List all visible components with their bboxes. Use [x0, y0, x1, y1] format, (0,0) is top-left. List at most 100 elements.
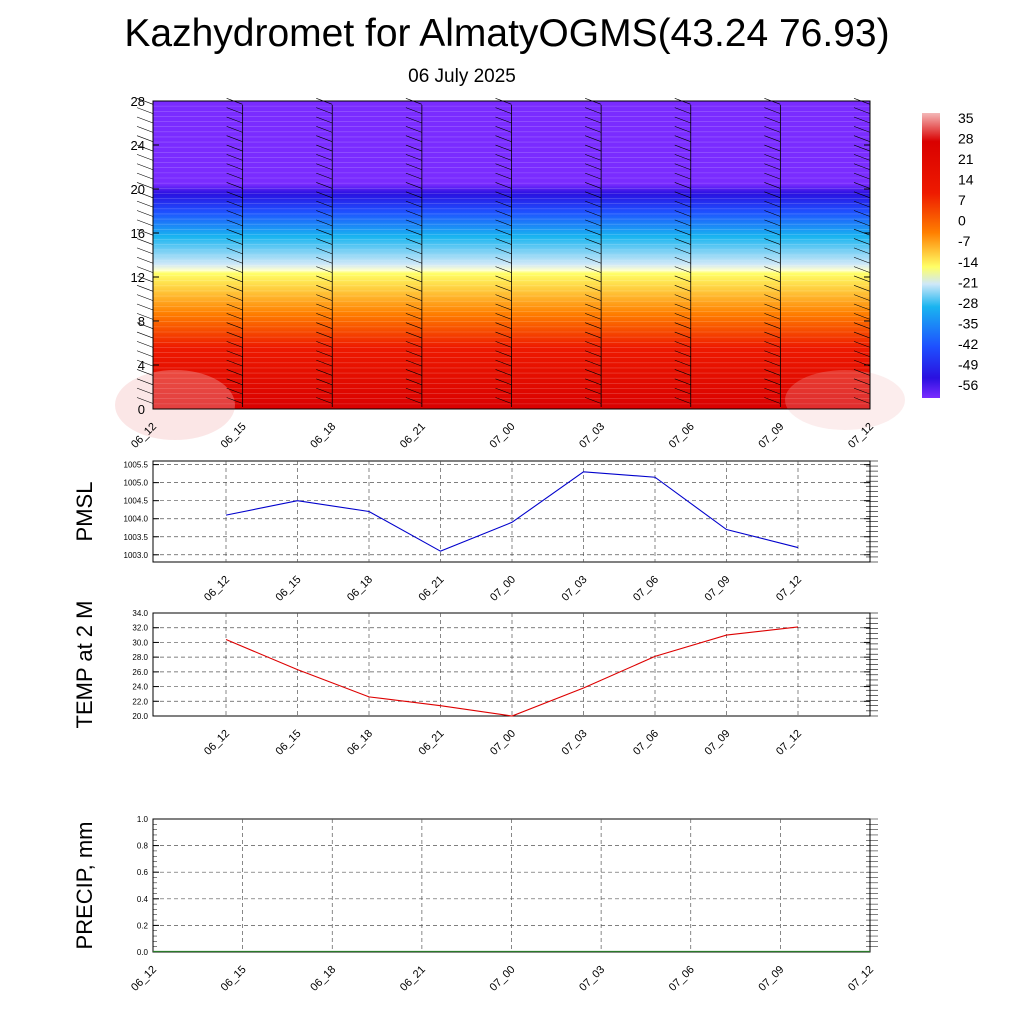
wind-barb: [226, 228, 243, 236]
wind-barb: [853, 126, 871, 133]
wind-barb: [136, 144, 154, 152]
wind-barb: [853, 331, 871, 339]
wind-barb: [495, 275, 512, 283]
wind-barb: [495, 313, 512, 320]
wind-barb: [405, 247, 422, 255]
wind-barb: [136, 322, 154, 329]
wind-barb: [136, 378, 154, 386]
wind-barb: [136, 275, 154, 283]
wind-barb: [674, 247, 691, 255]
wind-barb: [495, 322, 512, 329]
wind-barb: [764, 303, 781, 311]
wind-barb: [853, 266, 871, 273]
wind-barb: [853, 144, 871, 152]
x-tick-label: 06_12: [129, 964, 159, 994]
y-tick-label: 1005.5: [124, 461, 149, 470]
wind-barb: [853, 172, 871, 180]
wind-barb: [764, 126, 781, 133]
wind-barb: [405, 200, 422, 208]
surface-warm-area: [115, 370, 235, 440]
wind-barb: [405, 322, 422, 329]
wind-barb: [316, 163, 333, 171]
colorbar-label: -7: [958, 233, 971, 249]
wind-barb: [136, 172, 154, 180]
wind-barb: [853, 341, 871, 348]
wind-barb: [495, 98, 512, 105]
y-tick-label: 22.0: [132, 697, 148, 706]
wind-barb: [405, 135, 422, 142]
surface-warm-area: [785, 370, 905, 430]
wind-barb: [495, 350, 512, 358]
wind-barb: [585, 116, 602, 124]
wind-barb: [853, 369, 871, 376]
x-tick-label: 07_00: [488, 728, 518, 758]
wind-barb: [764, 275, 781, 283]
wind-barb: [495, 378, 512, 386]
wind-barb: [226, 238, 243, 245]
wind-barb: [136, 247, 154, 255]
wind-barb: [853, 163, 871, 171]
wind-barb: [136, 228, 154, 236]
wind-barb: [585, 247, 602, 255]
x-tick-label: 07_06: [667, 421, 697, 451]
wind-barb: [226, 397, 243, 404]
wind-barb: [226, 341, 243, 348]
wind-barb: [585, 387, 602, 395]
y-tick-label: 28.0: [132, 653, 148, 662]
wind-barb: [585, 163, 602, 171]
wind-barb: [495, 135, 512, 142]
wind-barb: [853, 116, 871, 124]
wind-barb: [585, 154, 602, 161]
wind-barb: [226, 369, 243, 376]
wind-barb: [316, 126, 333, 133]
x-tick-label: 07_00: [488, 964, 518, 994]
wind-barb: [316, 378, 333, 386]
wind-barb: [674, 144, 691, 152]
x-tick-label: 06_15: [274, 728, 304, 758]
y-tick-label: 1003.0: [124, 551, 149, 560]
wind-barb: [674, 303, 691, 311]
wind-barb: [674, 98, 691, 105]
wind-barb: [316, 154, 333, 161]
wind-barb: [764, 331, 781, 339]
x-tick-label: 07_00: [488, 421, 518, 451]
wind-barb: [316, 331, 333, 339]
wind-barb: [674, 154, 691, 161]
wind-barb: [585, 285, 602, 292]
wind-barb: [136, 266, 154, 273]
colorbar-label: 14: [958, 172, 974, 188]
wind-barb: [853, 387, 871, 395]
wind-barb: [764, 238, 781, 245]
wind-barb: [764, 107, 781, 114]
wind-barb: [316, 313, 333, 320]
wind-barb: [226, 322, 243, 329]
wind-barb: [674, 378, 691, 386]
wind-barb: [316, 387, 333, 395]
x-tick-label: 06_21: [417, 728, 447, 758]
wind-barb: [674, 228, 691, 236]
wind-barb: [674, 256, 691, 264]
x-tick-label: 07_09: [703, 574, 733, 604]
wind-barb: [853, 238, 871, 245]
wind-barb: [316, 200, 333, 208]
wind-barb: [764, 172, 781, 180]
wind-barb: [405, 172, 422, 180]
wind-barb: [405, 154, 422, 161]
wind-barb: [764, 378, 781, 386]
wind-barb: [674, 126, 691, 133]
wind-barb: [226, 126, 243, 133]
wind-barb: [764, 154, 781, 161]
x-tick-label: 07_00: [488, 574, 518, 604]
x-tick-label: 07_03: [577, 421, 607, 451]
temp-frame: [152, 612, 871, 717]
y-tick-label: 0: [138, 402, 145, 417]
x-tick-label: 06_18: [345, 574, 375, 604]
colorbar-label: -49: [958, 356, 978, 372]
wind-barb: [585, 107, 602, 114]
wind-barb: [585, 126, 602, 133]
wind-barb: [764, 387, 781, 395]
wind-barb: [853, 256, 871, 264]
x-tick-label: 07_03: [560, 574, 590, 604]
wind-barb: [585, 397, 602, 404]
